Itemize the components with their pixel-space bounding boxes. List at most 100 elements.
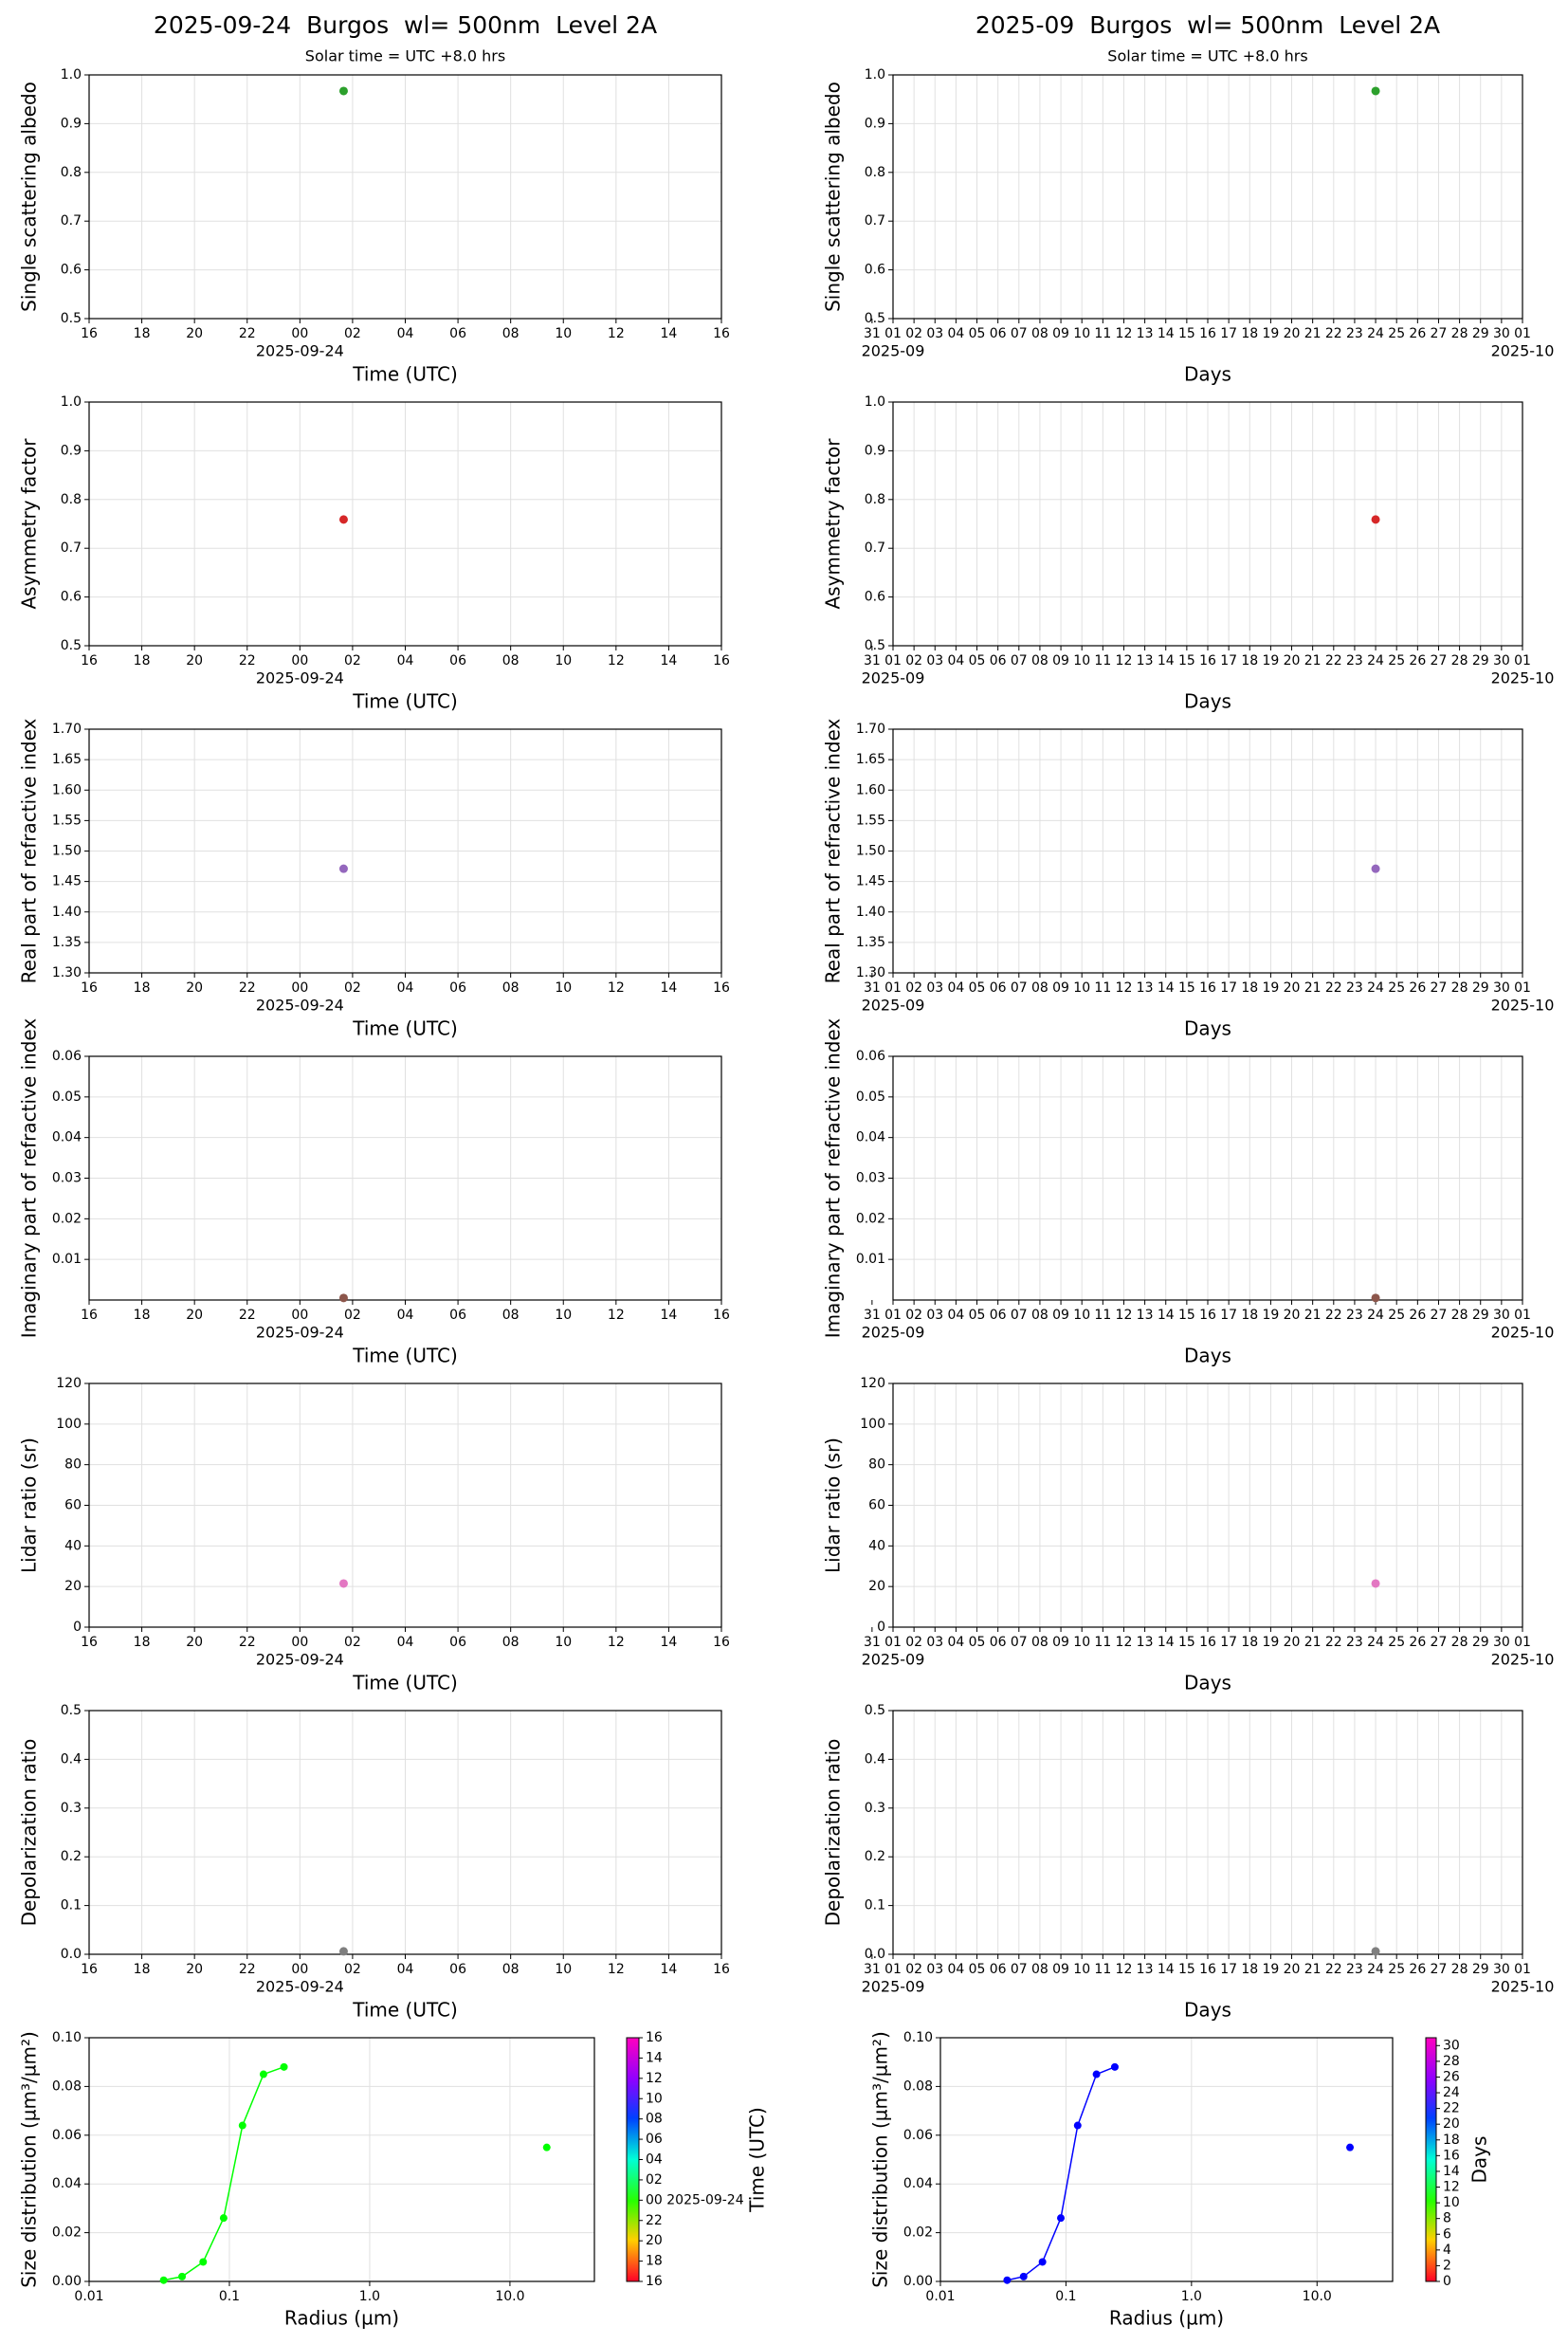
x-tick-label: 16 <box>1199 980 1216 996</box>
x-tick-label: 01 <box>884 980 902 996</box>
x-tick-label: 0.1 <box>1055 2289 1076 2304</box>
x-tick-label: 10 <box>1073 980 1090 996</box>
x-tick-label: 16 <box>1199 1308 1216 1323</box>
x-tick-label: 28 <box>1451 980 1468 996</box>
chart-subtitle: Solar time = UTC +8.0 hrs <box>305 47 505 65</box>
x-axis-label: Time (UTC) <box>352 1999 458 2022</box>
x-tick-label: 02 <box>905 653 922 668</box>
x-tick-label: 08 <box>1031 326 1048 341</box>
y-tick-label: 0.10 <box>52 2030 82 2045</box>
x-tick-label: 16 <box>713 326 730 341</box>
x-axis-label: Time (UTC) <box>352 1672 458 1694</box>
x-tick-label: 02 <box>344 1308 361 1323</box>
y-axis-label: Lidar ratio (sr) <box>18 1438 41 1573</box>
plot-frame <box>88 74 722 320</box>
y-tick-label: 0.06 <box>52 2128 82 2143</box>
x-tick-label: 12 <box>608 1308 625 1323</box>
x-tick-label: 16 <box>713 1635 730 1650</box>
colorbar-tick-label: 20 <box>1443 2116 1460 2132</box>
y-tick-label: 80 <box>868 1457 885 1473</box>
data-point <box>1092 2070 1101 2078</box>
x-tick-label: 18 <box>134 980 151 996</box>
x-tick-label: 10 <box>1073 1308 1090 1323</box>
x-tick-label: 05 <box>969 980 986 996</box>
y-tick-label: 0.6 <box>61 590 82 605</box>
x-tick-label: 05 <box>969 1962 986 1977</box>
x-tick-label: 07 <box>1011 1635 1028 1650</box>
x-tick-label: 25 <box>1388 1962 1405 1977</box>
x-tick-label: 04 <box>397 1308 414 1323</box>
x-tick-label: 07 <box>1011 326 1028 341</box>
y-axis-label: Depolarization ratio <box>822 1739 845 1927</box>
x-tick-label: 25 <box>1388 1635 1405 1650</box>
x-date-label: 2025-10 <box>1491 997 1555 1015</box>
x-tick-label: 06 <box>449 653 466 668</box>
x-tick-label: 06 <box>990 326 1007 341</box>
x-tick-label: 25 <box>1388 1308 1405 1323</box>
x-tick-label: 28 <box>1451 1962 1468 1977</box>
plot-frame <box>892 728 1523 974</box>
x-tick-label: 20 <box>1284 1635 1301 1650</box>
colorbar-tick-label: 08 <box>646 2112 663 2127</box>
x-tick-label: 16 <box>1199 653 1216 668</box>
y-tick-label: 100 <box>860 1417 885 1432</box>
x-tick-label: 00 <box>291 326 308 341</box>
x-tick-label: 10 <box>1073 1635 1090 1650</box>
x-tick-label: 26 <box>1409 1308 1426 1323</box>
x-date-label: 2025-09-24 <box>256 669 344 687</box>
x-tick-label: 01 <box>1514 980 1531 996</box>
colorbar-tick-label: 10 <box>1443 2195 1460 2210</box>
data-point <box>338 1947 348 1956</box>
x-tick-label: 18 <box>1241 1635 1258 1650</box>
y-tick-label: 1.35 <box>856 935 885 950</box>
y-tick-label: 0.01 <box>52 1252 82 1267</box>
x-tick-label: 20 <box>1284 1308 1301 1323</box>
y-axis-label: Size distribution (µm³/µm²) <box>869 2031 892 2288</box>
x-tick-label: 00 <box>291 1635 308 1650</box>
x-tick-label: 06 <box>449 1962 466 1977</box>
x-tick-label: 01 <box>884 1308 902 1323</box>
x-tick-label: 17 <box>1220 1962 1237 1977</box>
colorbar-tick-label: 6 <box>1443 2226 1451 2242</box>
x-tick-label: 12 <box>608 326 625 341</box>
y-tick-label: 60 <box>868 1498 885 1513</box>
x-tick-label: 17 <box>1220 1308 1237 1323</box>
x-tick-label: 11 <box>1094 1635 1111 1650</box>
x-tick-label: 03 <box>926 1962 943 1977</box>
y-tick-label: 0.06 <box>52 1049 82 1064</box>
x-tick-label: 16 <box>81 653 98 668</box>
x-tick-label: 27 <box>1431 653 1448 668</box>
x-tick-label: 18 <box>134 653 151 668</box>
y-tick-label: 0.8 <box>61 492 82 507</box>
plot-frame <box>892 401 1523 647</box>
x-tick-label: 16 <box>1199 1635 1216 1650</box>
y-tick-label: 0.7 <box>61 540 82 556</box>
colorbar-label: Time (UTC) <box>746 2107 769 2213</box>
plot-frame <box>892 1055 1523 1301</box>
x-axis-label: Days <box>1184 1017 1231 1040</box>
x-tick-label: 30 <box>1493 1635 1510 1650</box>
y-tick-label: 0.8 <box>865 492 885 507</box>
x-tick-label: 30 <box>1493 980 1510 996</box>
x-tick-label: 18 <box>134 326 151 341</box>
data-point <box>199 2258 208 2266</box>
x-tick-label: 09 <box>1052 1308 1069 1323</box>
x-tick-label: 22 <box>1325 1635 1342 1650</box>
x-tick-label: 20 <box>186 326 203 341</box>
x-date-label: 2025-09-24 <box>256 342 344 360</box>
y-tick-label: 120 <box>860 1376 885 1391</box>
x-tick-label: 01 <box>884 1962 902 1977</box>
x-tick-label: 27 <box>1431 980 1448 996</box>
plot-frame <box>88 1383 722 1628</box>
x-tick-label: 15 <box>1178 326 1195 341</box>
y-axis-label: Single scattering albedo <box>822 82 845 312</box>
x-tick-label: 13 <box>1137 653 1154 668</box>
data-point <box>1371 86 1380 96</box>
y-tick-label: 0.3 <box>61 1801 82 1816</box>
x-tick-label: 04 <box>397 326 414 341</box>
chart-title: 2025-09-24 Burgos wl= 500nm Level 2A <box>154 11 657 39</box>
x-tick-label: 29 <box>1472 1962 1489 1977</box>
x-tick-label: 10.0 <box>495 2289 524 2304</box>
x-tick-label: 19 <box>1262 1308 1279 1323</box>
x-tick-label: 0.01 <box>74 2289 103 2304</box>
